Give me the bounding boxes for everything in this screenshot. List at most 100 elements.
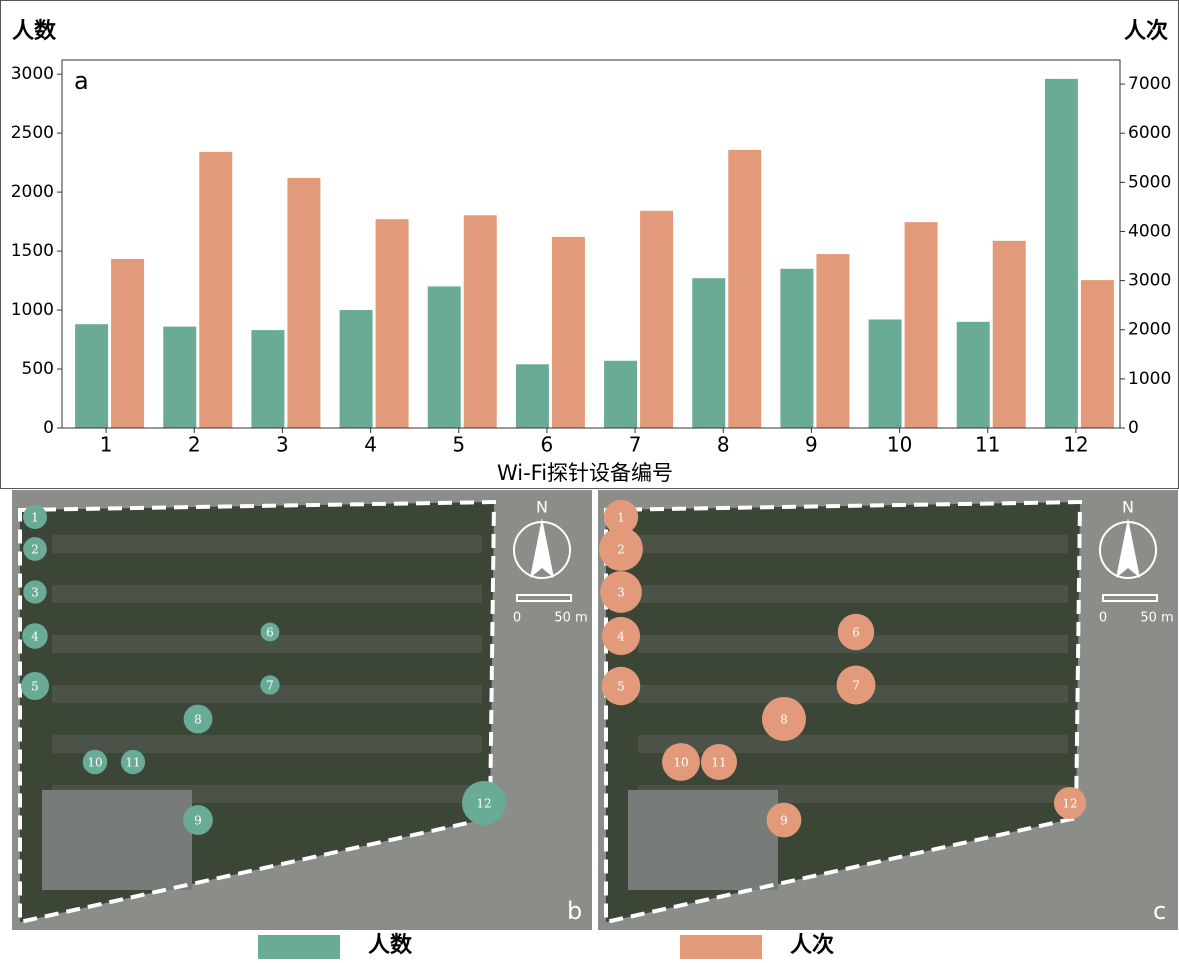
x-tick-label: 9 [805,433,818,457]
y-tick-label: 1000 [11,300,54,320]
panel-label: c [1153,897,1166,925]
map-point-label: 3 [617,586,625,600]
y2-tick-label: 3000 [1128,271,1171,291]
scale-label: 0 [513,611,521,626]
bar [869,319,902,428]
y2-tick-label: 6000 [1128,123,1171,143]
building-row [52,735,482,753]
y2-tick-label: 4000 [1128,221,1171,241]
map-point-label: 6 [266,626,274,640]
bar [957,322,990,428]
y-tick-label: 1500 [11,241,54,261]
x-tick-label: 1 [100,433,113,457]
bar [993,241,1026,428]
bar [111,259,144,428]
y2-axis-label: 人次 [1124,18,1168,44]
map-point-label: 10 [87,756,102,770]
bar [199,152,232,428]
map-point-label: 11 [711,756,726,770]
bar [376,219,409,428]
x-tick-label: 10 [887,433,912,457]
map-point-label: 12 [476,797,491,811]
map-point-label: 9 [194,814,202,828]
y-tick-label: 0 [43,418,54,438]
x-tick-label: 6 [541,433,554,457]
y-axis-label: 人数 [12,18,57,44]
map-point-label: 4 [617,630,625,644]
bar [816,254,849,428]
scale-label: 50 m [1140,611,1173,626]
bar [640,211,673,428]
scale-label: 50 m [554,611,587,626]
building-row [52,585,482,603]
x-tick-label: 11 [975,433,1000,457]
bar [428,286,461,428]
bar [340,310,373,428]
building-row [638,735,1068,753]
y2-tick-label: 2000 [1128,320,1171,340]
bar [1081,280,1114,428]
y2-tick-label: 5000 [1128,172,1171,192]
y2-tick-label: 7000 [1128,74,1171,94]
map-point-label: 4 [31,630,39,644]
bar [251,330,284,428]
map-point-label: 2 [31,543,39,557]
bar [516,364,549,428]
x-tick-label: 8 [717,433,730,457]
map-point-label: 9 [780,814,788,828]
bar [604,361,637,428]
map-point-label: 8 [780,713,788,727]
map-point-label: 3 [31,586,39,600]
north-label: N [1122,498,1134,517]
map-point-label: 12 [1062,797,1077,811]
bar [75,324,108,428]
map-point-label: 7 [852,679,860,693]
map-point-label: 8 [194,713,202,727]
legend-swatch [680,935,762,959]
bar [1045,79,1078,428]
bar [163,327,196,428]
x-tick-label: 3 [276,433,289,457]
legend-label: 人数 [368,932,413,958]
y-tick-label: 2500 [11,123,54,143]
map-point-label: 10 [673,756,688,770]
bar [552,237,585,428]
panel-label: b [567,897,582,925]
map-point-label: 7 [266,679,274,693]
bar [287,178,320,428]
x-tick-label: 12 [1063,433,1088,457]
building-row [638,585,1068,603]
building-row [638,535,1068,553]
map-point-label: 1 [617,511,625,525]
map-point-label: 1 [31,511,39,525]
legend-swatch [258,935,340,959]
x-tick-label: 5 [452,433,465,457]
scale-label: 0 [1099,611,1107,626]
x-tick-label: 7 [629,433,642,457]
map-point-label: 11 [125,756,140,770]
map-point-label: 2 [617,543,625,557]
panel-label: a [74,67,89,95]
plaza [628,790,778,890]
y-tick-label: 500 [22,359,54,379]
y-tick-label: 3000 [11,64,54,84]
y2-tick-label: 1000 [1128,369,1171,389]
x-tick-label: 4 [364,433,377,457]
map-point-label: 6 [852,626,860,640]
x-tick-label: 2 [188,433,201,457]
bar [692,278,725,428]
map-point-label: 5 [617,680,625,694]
figure: 人数 人次 a Wi-Fi探针设备编号 05001000150020002500… [0,0,1179,959]
north-label: N [536,498,548,517]
bar [780,269,813,428]
legend-label: 人次 [790,932,834,958]
y2-tick-label: 0 [1128,418,1139,438]
y-tick-label: 2000 [11,182,54,202]
bar [464,215,497,428]
x-axis-label: Wi-Fi探针设备编号 [497,461,673,485]
bar [728,150,761,428]
building-row [52,535,482,553]
bar [905,222,938,428]
